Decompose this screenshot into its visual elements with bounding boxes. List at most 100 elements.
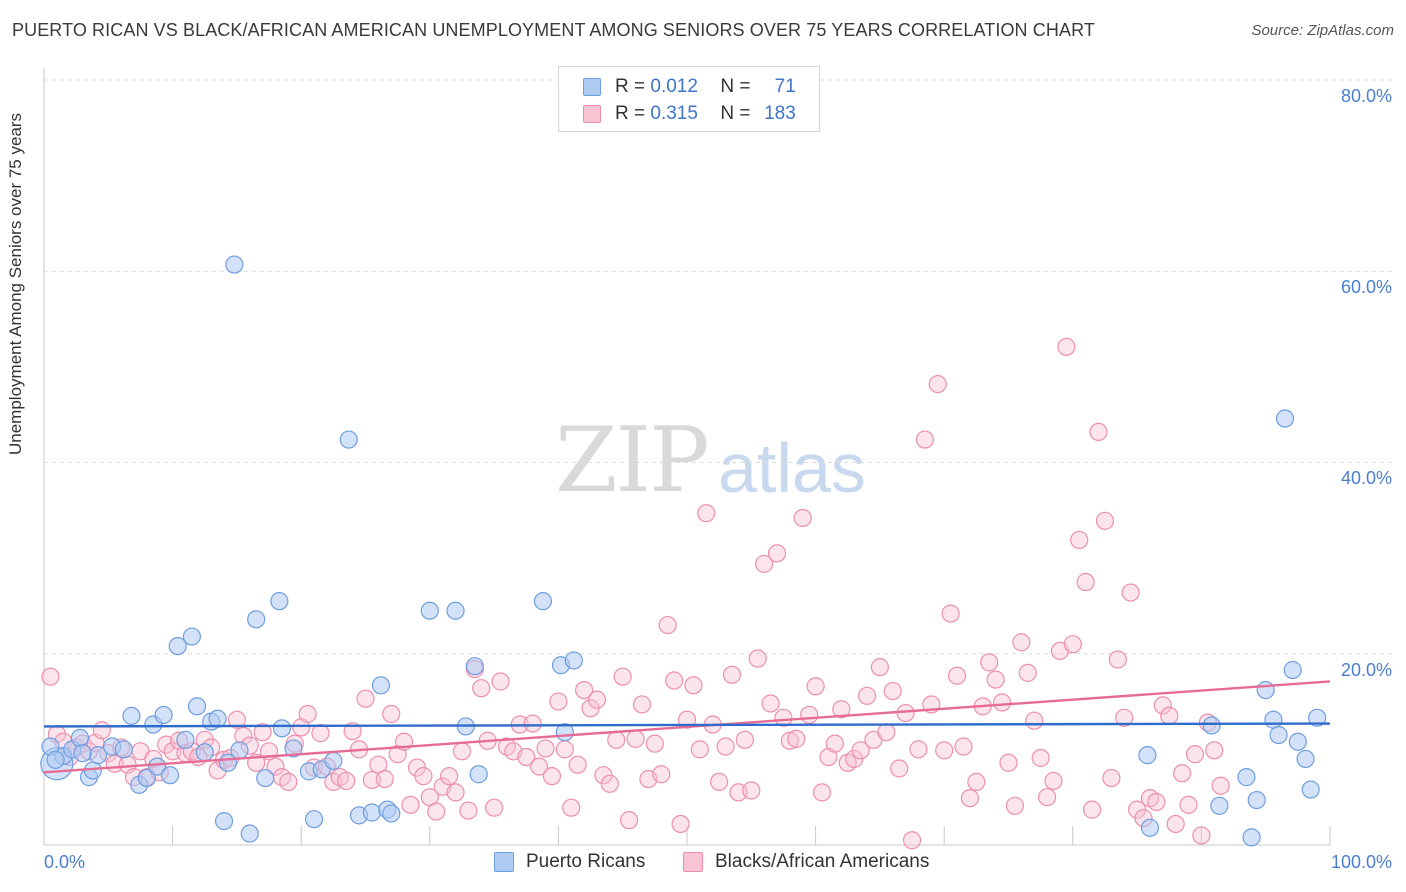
legend-swatch-pr [494, 852, 514, 872]
point-black [356, 689, 375, 708]
point-black [414, 767, 433, 786]
trend-line-black [43, 680, 1331, 774]
point-pr [339, 430, 358, 449]
trend-line-pr [43, 722, 1331, 728]
point-black [1160, 706, 1179, 726]
point-pr [1269, 725, 1288, 745]
point-pr [240, 824, 259, 843]
point-black [523, 714, 542, 733]
legend-item-black[interactable]: Blacks/African Americans [683, 851, 929, 873]
series-black-points [41, 337, 1230, 850]
point-black [800, 705, 819, 725]
point-black [472, 679, 491, 698]
point-black [857, 686, 877, 705]
point-black [549, 692, 568, 711]
x-tick-100: 100.0% [1330, 852, 1392, 872]
point-pr [230, 741, 249, 760]
y-axis-label: Unemployment Among Seniors over 75 years [6, 112, 25, 455]
axes [43, 68, 1331, 846]
point-black [491, 672, 510, 691]
point-black [986, 670, 1005, 689]
point-pr [247, 610, 266, 629]
r-value-pr: 0.012 [650, 76, 698, 97]
point-black [980, 653, 999, 672]
point-black [1179, 795, 1198, 814]
point-pr [256, 768, 275, 788]
point-pr [533, 592, 553, 611]
point-black [1153, 696, 1172, 715]
point-black [787, 729, 806, 748]
point-black [684, 676, 703, 695]
n-label: N = [720, 103, 751, 124]
watermark-atlas: atlas [718, 429, 866, 507]
point-black [587, 690, 607, 709]
point-black [722, 665, 742, 684]
point-black [690, 740, 709, 759]
point-black [645, 734, 664, 753]
point-pr [272, 719, 292, 738]
point-pr [469, 765, 488, 784]
point-black [253, 723, 272, 742]
stats-legend: R = 0.012 N = 71 R = 0.315 N = 183 [558, 66, 820, 132]
point-black [1025, 711, 1044, 730]
point-black [446, 783, 465, 802]
stats-row-pr: R = 0.012 N = 71 [583, 75, 796, 99]
r-label: R = [615, 103, 646, 124]
r-label: R = [615, 76, 646, 97]
point-black [928, 374, 947, 394]
point-black [935, 741, 954, 760]
point-black [1095, 511, 1115, 530]
point-black [652, 765, 671, 784]
point-black [967, 772, 986, 791]
point-pr [225, 255, 244, 274]
point-pr [362, 803, 382, 822]
point-black [851, 741, 870, 760]
point-black [658, 615, 677, 635]
point-black [92, 721, 111, 740]
point-black [530, 757, 549, 776]
point-pr [148, 757, 167, 776]
point-black [1089, 422, 1108, 441]
watermark-zip: ZIP [555, 408, 710, 513]
point-black [960, 789, 980, 808]
point-black [1005, 796, 1025, 815]
series-pr-points [40, 255, 1327, 847]
point-black [568, 755, 587, 774]
point-pr [270, 592, 289, 611]
point-black [1037, 788, 1057, 807]
point-black [536, 739, 555, 758]
point-pr [420, 601, 439, 620]
point-black [665, 671, 684, 690]
point-black [890, 759, 909, 778]
x-tick-0: 0.0% [44, 852, 86, 872]
y-tick-60: 60.0% [1340, 277, 1392, 297]
legend-label-pr: Puerto Ricans [526, 851, 646, 872]
point-black [279, 772, 298, 791]
point-pr [187, 697, 207, 716]
point-pr [137, 768, 156, 788]
point-black [620, 811, 639, 830]
point-black [767, 544, 787, 563]
point-pr [1308, 708, 1327, 727]
point-black [337, 771, 356, 791]
point-black [1012, 633, 1031, 652]
point-pr [168, 636, 187, 656]
point-pr [1288, 732, 1307, 751]
point-black [742, 781, 761, 800]
point-pr [1247, 790, 1266, 810]
point-black [600, 774, 619, 793]
point-black [735, 730, 754, 749]
point-pr [1140, 818, 1160, 837]
point-black [1115, 708, 1134, 727]
point-black [1076, 572, 1095, 592]
point-pr [284, 739, 303, 758]
point-black [812, 783, 832, 802]
point-black [607, 730, 626, 749]
point-black [992, 693, 1012, 712]
legend-item-pr[interactable]: Puerto Ricans [494, 851, 645, 873]
point-black [1192, 826, 1211, 845]
point-black [41, 667, 60, 686]
point-pr [382, 804, 401, 823]
point-black [382, 704, 401, 724]
point-black [748, 649, 767, 668]
